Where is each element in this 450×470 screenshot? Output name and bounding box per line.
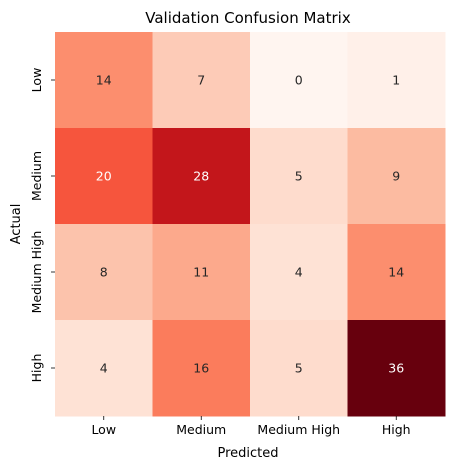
x-tick-label: Medium High — [257, 422, 340, 437]
heatmap-cell — [347, 32, 446, 129]
cell-value-label: 4 — [295, 265, 303, 280]
cell-value-label: 4 — [100, 361, 108, 376]
cell-value-label: 9 — [392, 169, 400, 184]
cell-value-label: 5 — [295, 169, 303, 184]
chart-title: Validation Confusion Matrix — [145, 9, 351, 27]
heatmap-cell — [152, 32, 251, 129]
heatmap-cell — [152, 128, 251, 225]
heatmap-cell — [347, 224, 446, 321]
heatmap-cell — [152, 320, 251, 417]
heatmap-cell — [55, 320, 153, 417]
heatmap-cell — [347, 128, 446, 225]
heatmap-cell — [347, 320, 446, 417]
x-axis-label: Predicted — [217, 446, 278, 461]
heatmap-cells: 14 7 0 1 20 28 5 9 8 11 4 14 4 16 5 36 — [55, 32, 446, 417]
x-tick-label: Low — [91, 422, 116, 437]
x-axis-ticks: Low Medium Medium High High — [91, 416, 411, 437]
y-tick-label: Medium High — [29, 231, 44, 314]
heatmap-cell — [152, 224, 251, 321]
heatmap-cell — [250, 224, 348, 321]
y-axis-label: Actual — [9, 204, 24, 245]
y-axis-ticks: Low Medium Medium High High — [29, 68, 55, 383]
y-tick-label: Low — [29, 68, 44, 93]
y-tick-label: Medium — [29, 151, 44, 201]
cell-value-label: 8 — [100, 265, 108, 280]
cell-value-label: 1 — [392, 73, 400, 88]
cell-value-label: 7 — [197, 73, 205, 88]
cell-value-label: 0 — [295, 73, 303, 88]
cell-value-label: 16 — [193, 361, 209, 376]
cell-value-label: 20 — [96, 169, 112, 184]
heatmap-cell — [250, 128, 348, 225]
y-tick-label: High — [29, 354, 44, 383]
heatmap-cell — [55, 128, 153, 225]
cell-value-label: 28 — [193, 169, 209, 184]
heatmap-cell — [55, 32, 153, 129]
x-tick-label: High — [382, 422, 411, 437]
cell-value-label: 36 — [388, 361, 404, 376]
cell-value-label: 11 — [193, 265, 209, 280]
cell-value-label: 5 — [295, 361, 303, 376]
heatmap-cell — [55, 224, 153, 321]
x-tick-label: Medium — [176, 422, 226, 437]
cell-value-label: 14 — [388, 265, 404, 280]
heatmap-cell — [250, 320, 348, 417]
cell-value-label: 14 — [96, 73, 112, 88]
heatmap-cell — [250, 32, 348, 129]
